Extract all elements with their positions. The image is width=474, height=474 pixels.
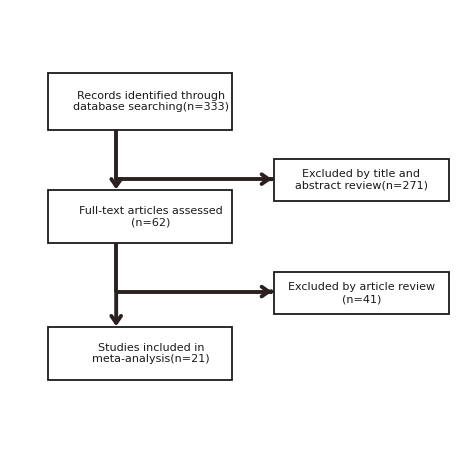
Text: Full-text articles assessed
(n=62): Full-text articles assessed (n=62) — [79, 206, 223, 228]
FancyBboxPatch shape — [274, 272, 448, 314]
FancyBboxPatch shape — [48, 327, 232, 380]
FancyBboxPatch shape — [48, 190, 232, 243]
Text: Excluded by article review
(n=41): Excluded by article review (n=41) — [288, 283, 435, 304]
Text: Records identified through
database searching(n=333): Records identified through database sear… — [73, 91, 229, 112]
FancyBboxPatch shape — [274, 159, 448, 201]
Text: Excluded by title and
abstract review(n=271): Excluded by title and abstract review(n=… — [295, 169, 428, 191]
FancyBboxPatch shape — [48, 73, 232, 130]
Text: Studies included in
meta-analysis(n=21): Studies included in meta-analysis(n=21) — [92, 343, 210, 364]
